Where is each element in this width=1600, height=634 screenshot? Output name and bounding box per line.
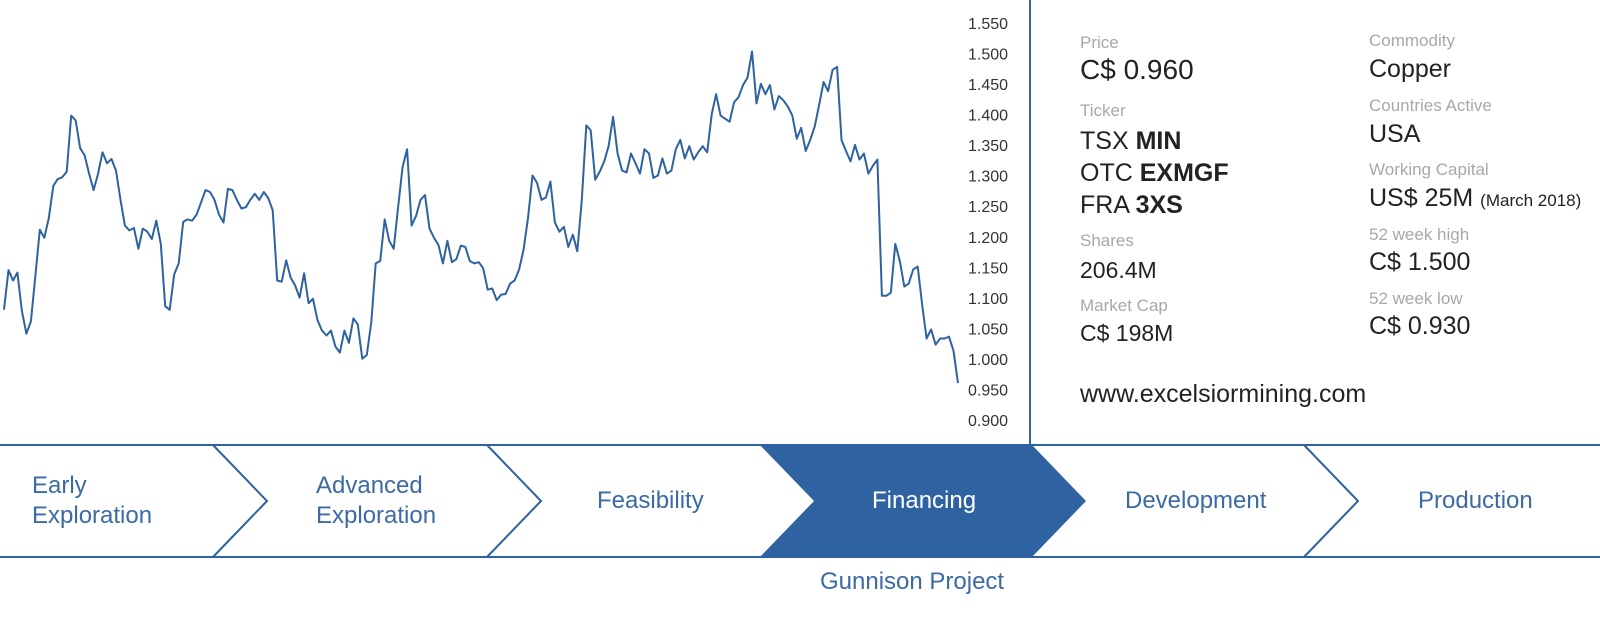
ticker-tsx: TSX MIN [1080, 127, 1182, 155]
stage-advanced-exploration: Advanced Exploration [316, 472, 437, 529]
y-tick-label: 1.500 [968, 47, 1008, 64]
price-chart: 1.550 1.500 1.450 1.400 1.350 1.300 1.250 1.200… [3, 16, 1008, 430]
y-tick-label: 1.050 [968, 321, 1008, 338]
stage-early-exploration: Early Exploration [32, 472, 153, 529]
ticker-otc: OTC EXMGF [1080, 159, 1229, 187]
price-series-line [3, 50, 959, 384]
y-tick-label: 1.150 [968, 260, 1008, 277]
y-tick-label: 1.100 [968, 291, 1008, 308]
stage-development: Development [1125, 487, 1267, 514]
project-name: Gunnison Project [820, 568, 1005, 595]
chevron-divider-3 [1303, 444, 1360, 558]
stage-feasibility: Feasibility [597, 487, 704, 514]
y-tick-label: 1.450 [968, 77, 1008, 94]
y-tick-label: 1.400 [968, 108, 1008, 125]
52-week-low-value: C$ 0.930 [1369, 312, 1471, 340]
project-stage-pipeline [0, 444, 1600, 558]
market-cap-label: Market Cap [1080, 296, 1168, 315]
commodity-label: Commodity [1369, 31, 1455, 50]
working-capital-label: Working Capital [1369, 160, 1489, 179]
y-tick-label: 1.550 [968, 16, 1008, 33]
vertical-divider [1029, 0, 1031, 445]
y-tick-label: 1.200 [968, 230, 1008, 247]
stock-info-left: Price C$ 0.960 Ticker TSX MIN OTC EXMGF … [1080, 0, 1360, 445]
52-week-high-value: C$ 1.500 [1369, 248, 1471, 276]
ticker-label: Ticker [1080, 101, 1126, 120]
stage-financing: Financing [872, 487, 977, 514]
ticker-fra: FRA 3XS [1080, 191, 1183, 219]
stage-financing-highlight [760, 445, 1086, 557]
y-tick-label: 1.300 [968, 169, 1008, 186]
shares-label: Shares [1080, 231, 1134, 250]
shares-value: 206.4M [1080, 257, 1157, 283]
y-tick-label: 0.950 [968, 382, 1008, 399]
y-tick-label: 0.900 [968, 413, 1008, 430]
stage-production: Production [1418, 487, 1533, 514]
y-tick-label: 1.250 [968, 199, 1008, 216]
working-capital-value: US$ 25M (March 2018) [1369, 184, 1582, 212]
52-week-low-label: 52 week low [1369, 289, 1463, 308]
commodity-value: Copper [1369, 55, 1451, 83]
market-cap-value: C$ 198M [1080, 320, 1174, 346]
working-capital-note: (March 2018) [1480, 191, 1582, 210]
chevron-divider-2 [486, 444, 543, 558]
stock-info-right: Commodity Copper Countries Active USA Wo… [1369, 0, 1600, 445]
price-value: C$ 0.960 [1080, 54, 1194, 85]
countries-value: USA [1369, 120, 1421, 148]
chevron-divider-1 [212, 444, 269, 558]
y-tick-label: 1.000 [968, 352, 1008, 369]
countries-label: Countries Active [1369, 96, 1492, 115]
price-label: Price [1080, 33, 1119, 52]
52-week-high-label: 52 week high [1369, 225, 1470, 244]
website-link[interactable]: www.excelsiormining.com [1080, 380, 1367, 408]
y-tick-label: 1.350 [968, 138, 1008, 155]
